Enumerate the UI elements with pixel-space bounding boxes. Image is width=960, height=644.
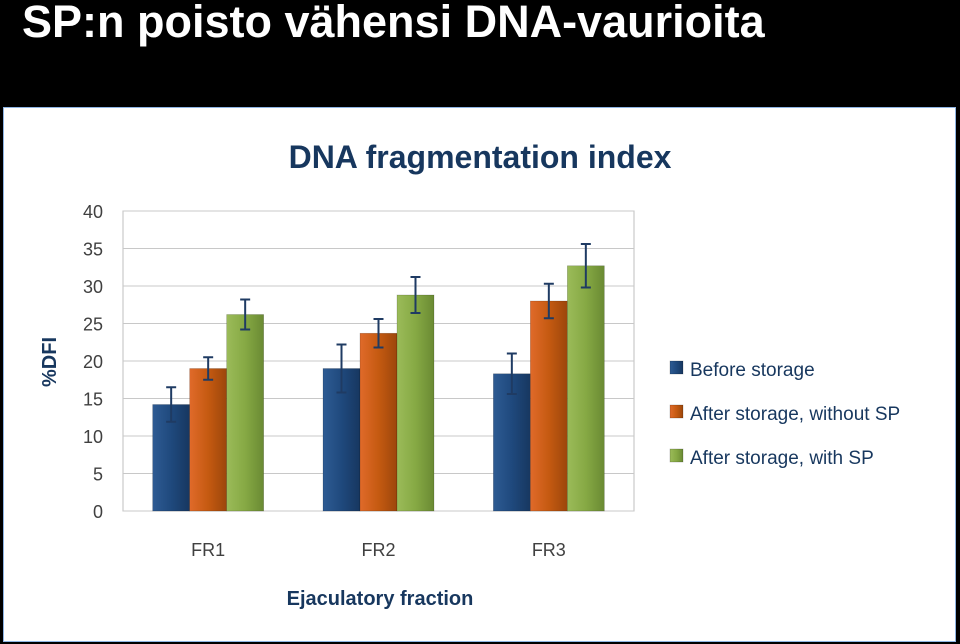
y-tick-label: 25	[83, 315, 103, 335]
bar-after-storage-without-sp-fr2	[359, 332, 398, 512]
y-tick-label: 35	[83, 240, 103, 260]
y-axis-label: %DFI	[39, 337, 61, 387]
error-bars	[166, 243, 591, 423]
y-tick-label: 5	[93, 465, 103, 485]
bar-after-storage-without-sp-fr3	[530, 300, 568, 512]
error-bar	[240, 298, 251, 331]
legend-item: After storage, with SP	[669, 448, 874, 469]
y-tick-labels: 0 5 10 15 20 25 30 35 40	[83, 202, 103, 522]
x-tick-label: FR2	[361, 540, 395, 560]
error-bar	[506, 352, 517, 395]
x-tick-label: FR3	[532, 540, 566, 560]
legend-swatch	[669, 404, 684, 419]
x-axis-label: Ejaculatory fraction	[287, 588, 474, 610]
bar-before-storage-fr3	[493, 373, 531, 512]
x-tick-labels: FR1 FR2 FR3	[191, 540, 566, 560]
chart-frame	[3, 107, 956, 642]
y-tick-label: 15	[83, 390, 103, 410]
error-bar	[203, 356, 214, 381]
legend-swatch	[669, 448, 684, 463]
x-tick-label: FR1	[191, 540, 225, 560]
legend-item: Before storage	[669, 360, 815, 381]
y-tick-label: 10	[83, 427, 103, 447]
legend: Before storage After storage, without SP A…	[669, 360, 900, 469]
error-bar	[373, 318, 384, 349]
bar-after-storage-with-sp-fr1	[226, 314, 264, 512]
legend-label: After storage, with SP	[690, 448, 874, 469]
bar-after-storage-with-sp-fr3	[567, 265, 605, 512]
error-bar	[166, 386, 177, 423]
chart-title: DNA fragmentation index	[289, 139, 672, 175]
error-bar	[543, 282, 554, 320]
y-tick-label: 20	[83, 352, 103, 372]
bar-after-storage-with-sp-fr2	[396, 294, 435, 512]
error-bar	[410, 276, 421, 314]
legend-item: After storage, without SP	[669, 404, 900, 425]
y-tick-label: 0	[93, 502, 103, 522]
bar-after-storage-without-sp-fr1	[189, 368, 227, 512]
legend-swatch	[669, 360, 684, 375]
y-tick-label: 30	[83, 277, 103, 297]
error-bar	[580, 243, 591, 289]
error-bar	[336, 343, 347, 394]
y-tick-label: 40	[83, 202, 103, 222]
bars	[152, 265, 605, 512]
legend-label: Before storage	[690, 360, 815, 381]
legend-label: After storage, without SP	[690, 404, 900, 425]
slide-title: SP:n poisto vähensi DNA-vaurioita	[22, 0, 765, 47]
